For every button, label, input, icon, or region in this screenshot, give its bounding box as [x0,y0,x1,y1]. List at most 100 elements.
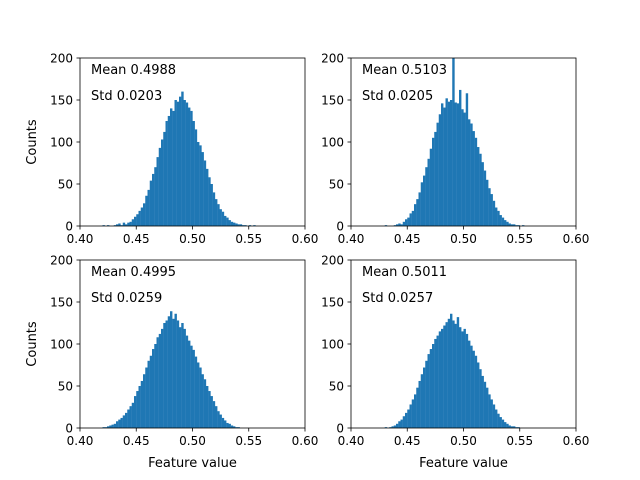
histogram-bar [416,199,419,226]
histogram-bar [179,327,182,428]
histogram-bars [102,311,240,428]
histogram-bar [143,203,146,226]
histogram-bar [190,110,193,226]
y-tick-label: 0 [336,220,344,234]
histogram-bar [411,399,415,428]
histogram-bar [152,349,155,428]
histogram-bar [147,360,150,428]
histogram-bar [242,225,245,226]
histogram-bar [156,157,159,226]
histogram-bar [118,419,121,428]
y-tick-label: 150 [50,94,73,108]
histogram-bar [127,409,130,428]
y-axis-label: Counts [25,119,40,165]
histogram-bar [436,122,439,226]
histogram-bar [183,100,186,226]
histogram-bar [134,396,137,428]
histogram-bar [163,323,166,428]
histogram-bar [183,328,186,428]
histogram-bar [405,412,408,428]
histogram-bar [474,137,478,226]
y-tick-label: 0 [65,422,73,436]
x-tick-label: 0.45 [123,434,150,448]
histogram-bar [228,423,231,428]
histogram-bar [459,89,462,226]
histogram-panel-1: 0.40 0.45 0.50 0.55 0.60 0 50 100 150 200 Mean 0.4… [25,52,318,247]
histogram-bar [224,420,227,428]
histogram-bar [192,121,195,226]
histogram-bar [188,340,191,428]
histogram-bar [398,223,401,226]
histogram-bar [461,331,464,428]
histogram-bar [461,109,464,226]
x-tick-label: 0.40 [67,434,94,448]
x-tick-label: 0.55 [235,434,262,448]
histogram-bar [499,215,502,226]
histogram-panel-3: 0.40 0.45 0.50 0.55 0.60 0 50 100 150 200 Mean 0.4… [25,254,318,472]
histogram-bar [147,189,150,226]
histogram-bar [224,215,227,226]
x-tick-label: 0.40 [338,232,365,246]
histogram-bar [201,152,204,226]
histogram-bar [138,386,141,428]
histogram-bar [391,426,394,428]
histogram-bar [486,179,489,226]
histogram-bar [129,221,132,226]
histogram-bar [418,192,421,226]
histogram-bar [149,180,153,226]
histogram-bar [488,394,491,428]
histogram-bar [197,362,200,428]
histogram-bar [454,323,457,428]
histogram-bar [483,381,487,428]
x-axis-label: Feature value [419,456,508,471]
histogram-bar [116,421,119,428]
histogram-bar [495,409,498,428]
y-tick-label: 200 [50,254,73,268]
histogram-bar [149,355,153,428]
std-annotation: Std 0.0205 [362,89,433,104]
histogram-bar [104,427,108,428]
histogram-bar [425,167,428,226]
histogram-bar [517,427,520,428]
y-tick-label: 100 [321,338,344,352]
histogram-bar [143,374,146,428]
histogram-bar [219,414,222,428]
histogram-bar [165,121,168,226]
histogram-bar [434,338,437,428]
y-tick-label: 200 [50,52,73,66]
histogram-bar [201,374,204,428]
histogram-bar [508,425,511,428]
histogram-bar [167,316,171,428]
histogram-bar [470,123,473,226]
histogram-bar [221,417,225,428]
histogram-bar [129,406,132,428]
histogram-bar [434,131,437,226]
histogram-bar [233,222,236,226]
histogram-bar [468,340,471,428]
histogram-bar [170,108,173,226]
histogram-bar [411,210,415,226]
histogram-bar [226,422,229,428]
histogram-bar [492,404,496,428]
x-tick-label: 0.60 [563,232,590,246]
histogram-bar [400,419,403,428]
std-annotation: Std 0.0203 [91,89,162,104]
histogram-bar [163,131,166,226]
histogram-bar [158,147,162,226]
histogram-bar [161,328,164,428]
histogram-bar [179,96,182,226]
histogram-bar [474,355,478,428]
histogram-bar [102,427,105,428]
x-tick-label: 0.60 [292,434,319,448]
histogram-bar [384,427,388,428]
x-tick-label: 0.60 [292,232,319,246]
histogram-bar [138,210,141,226]
histogram-bar [441,328,444,428]
y-tick-label: 0 [336,422,344,436]
histogram-bar [208,177,211,226]
histogram-bar [120,417,123,428]
histogram-bar [203,379,207,428]
histogram-bar [510,224,514,226]
y-tick-label: 150 [50,296,73,310]
